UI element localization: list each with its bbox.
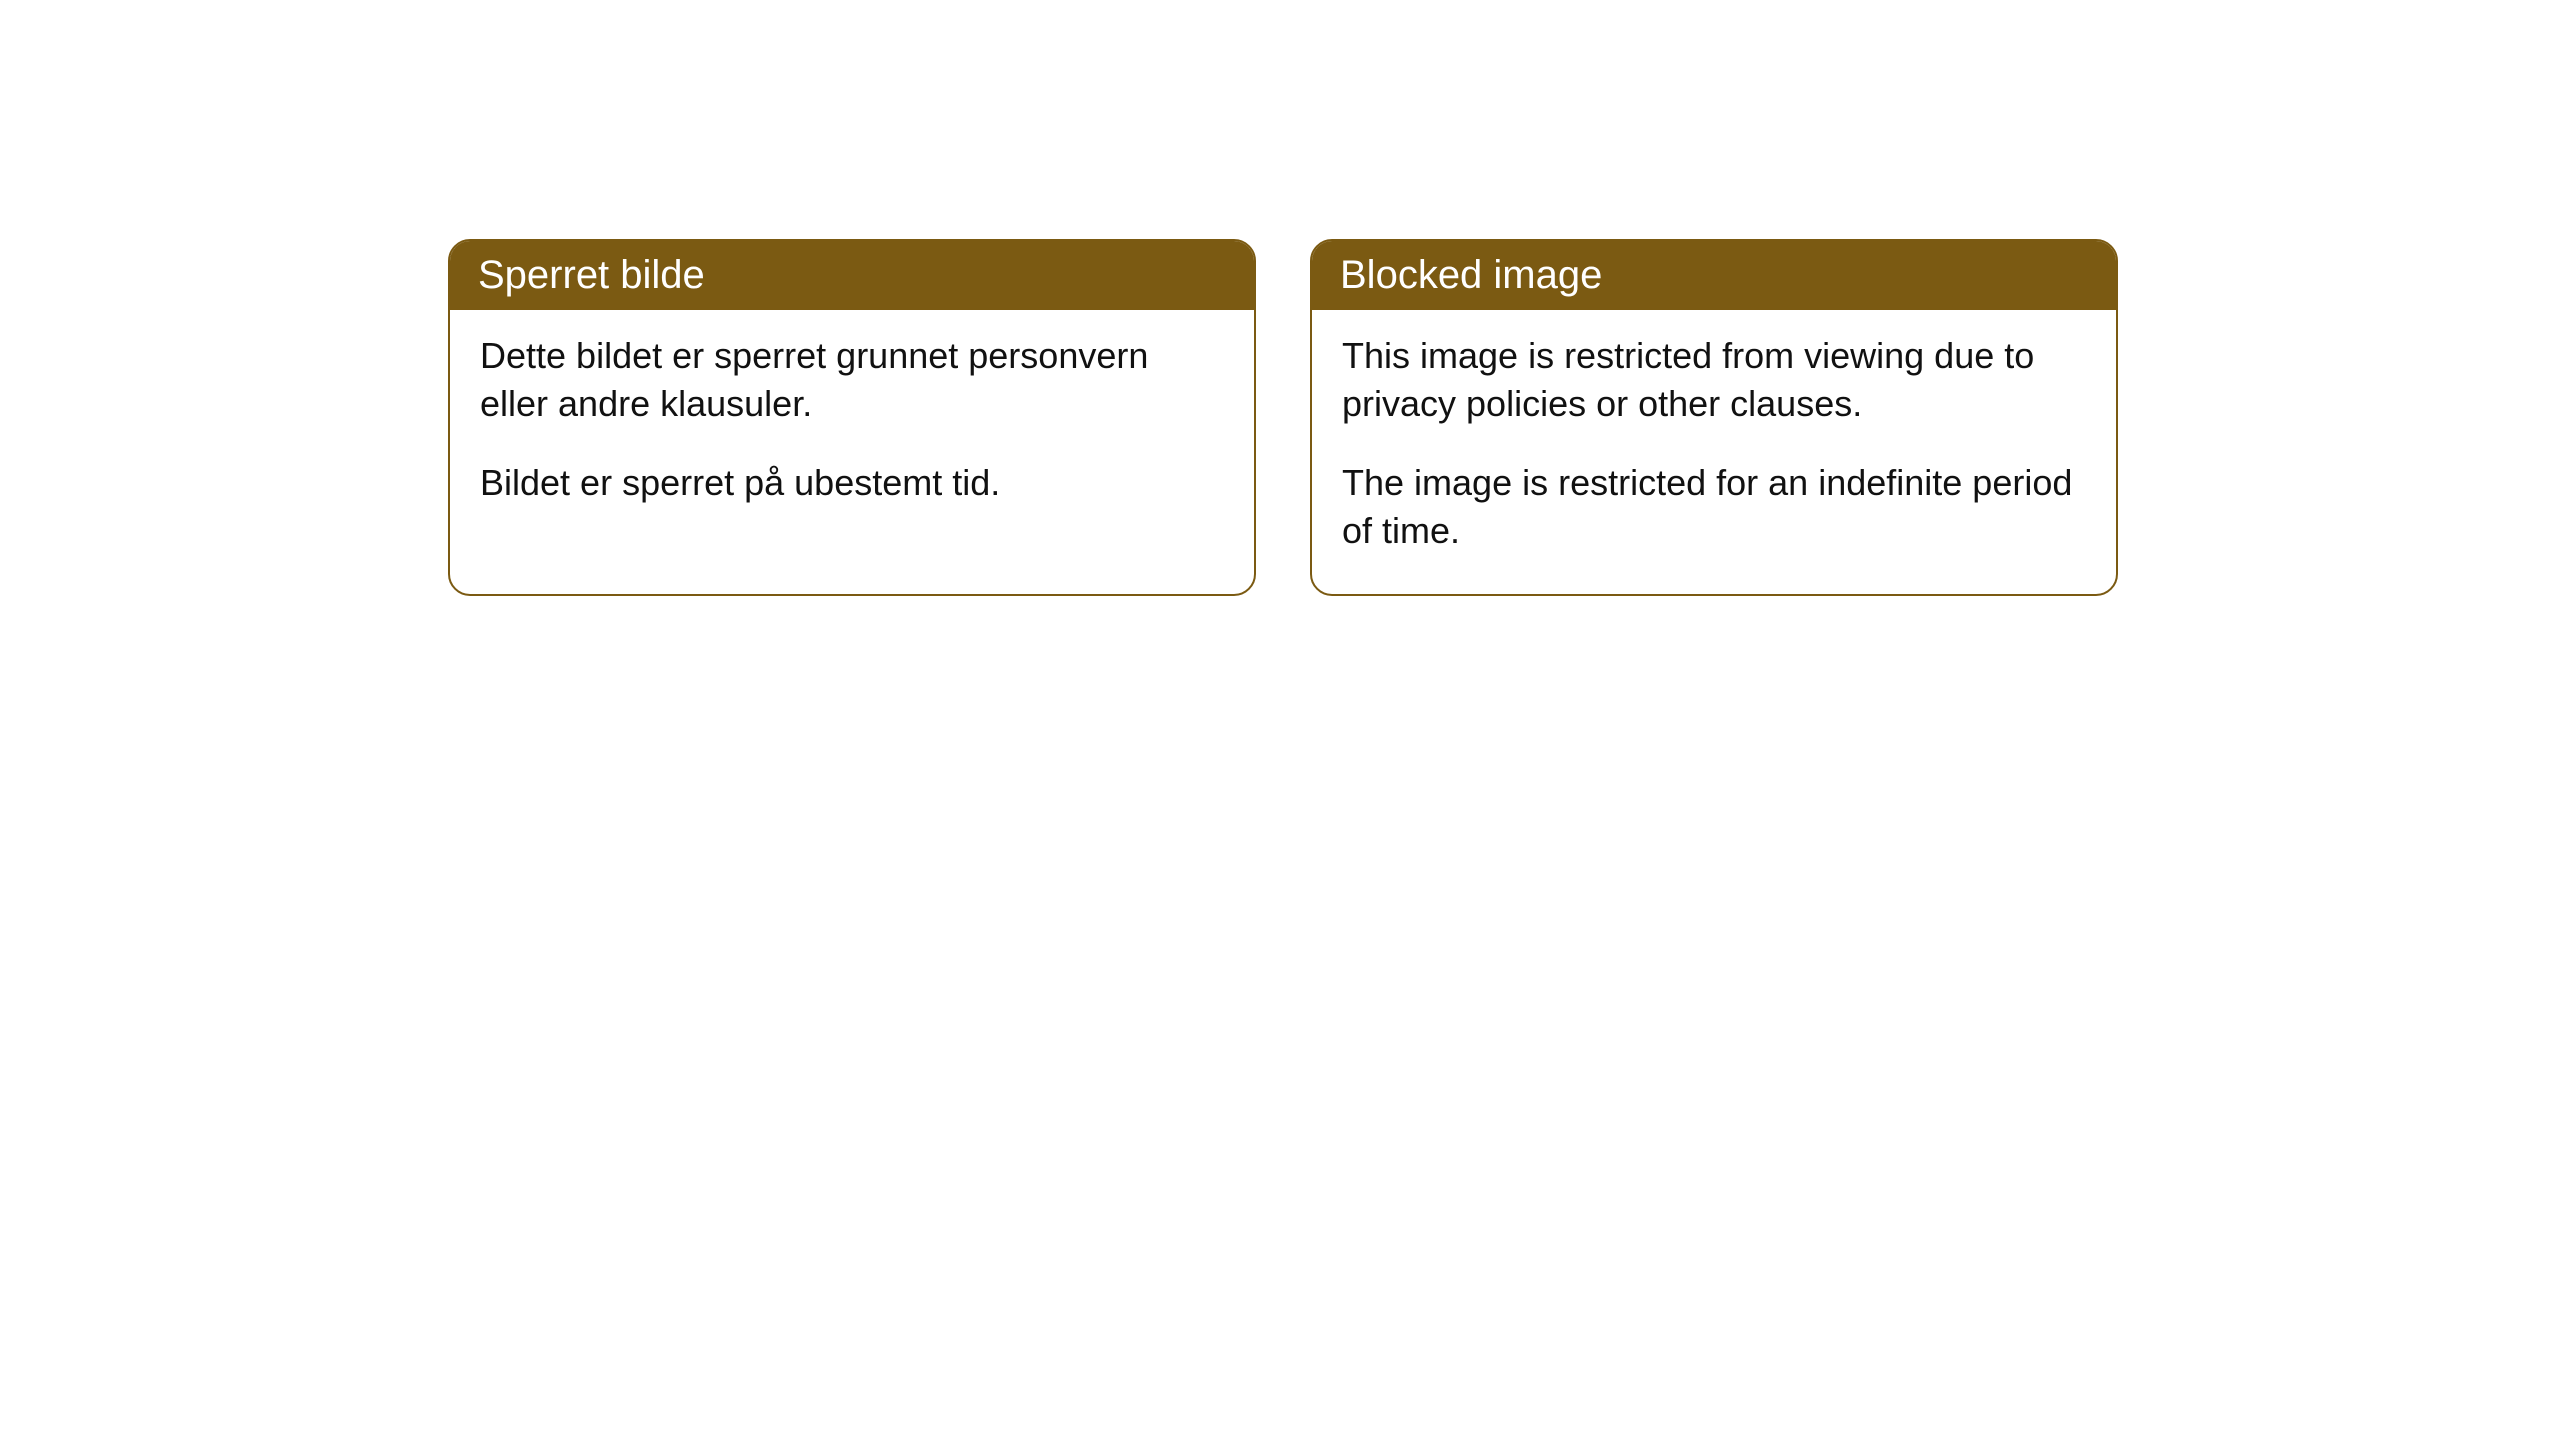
notice-cards-container: Sperret bilde Dette bildet er sperret gr…: [448, 239, 2118, 596]
card-body: Dette bildet er sperret grunnet personve…: [450, 310, 1254, 547]
card-paragraph: Dette bildet er sperret grunnet personve…: [480, 332, 1224, 427]
notice-card-norwegian: Sperret bilde Dette bildet er sperret gr…: [448, 239, 1256, 596]
card-header: Blocked image: [1312, 241, 2116, 310]
card-title: Sperret bilde: [478, 253, 705, 297]
card-paragraph: This image is restricted from viewing du…: [1342, 332, 2086, 427]
card-header: Sperret bilde: [450, 241, 1254, 310]
card-title: Blocked image: [1340, 253, 1602, 297]
notice-card-english: Blocked image This image is restricted f…: [1310, 239, 2118, 596]
card-paragraph: The image is restricted for an indefinit…: [1342, 459, 2086, 554]
card-paragraph: Bildet er sperret på ubestemt tid.: [480, 459, 1224, 507]
card-body: This image is restricted from viewing du…: [1312, 310, 2116, 594]
